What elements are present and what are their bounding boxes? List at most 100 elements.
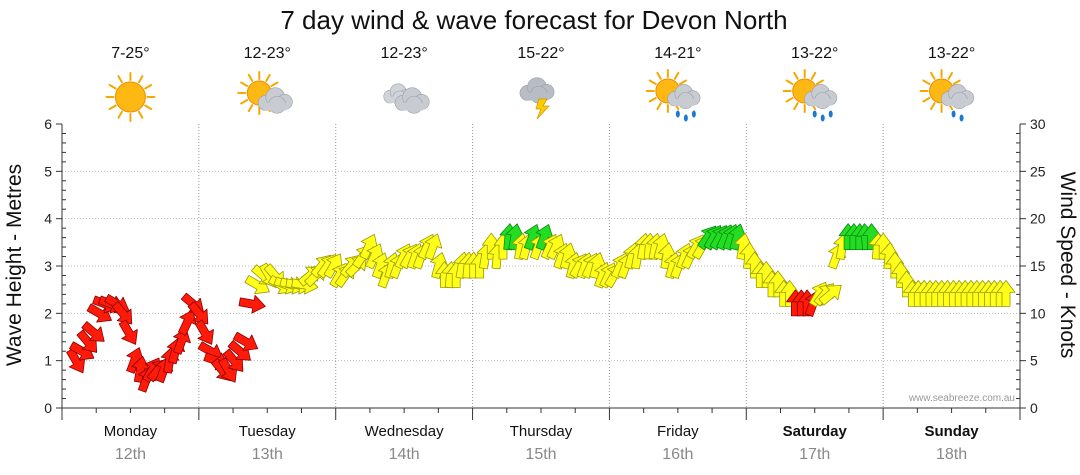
wind-arrow (194, 319, 214, 345)
sunny-icon (105, 72, 156, 122)
day-name: Wednesday (365, 423, 444, 440)
chart-title: 7 day wind & wave forecast for Devon Nor… (280, 5, 787, 35)
right-tick-label: 20 (1030, 211, 1046, 227)
left-tick-label: 3 (44, 258, 52, 274)
wind-arrow (126, 347, 145, 374)
rain-drop (959, 114, 964, 122)
day-temperature: 13-22° (928, 45, 975, 62)
wind-arrow-shape (365, 243, 384, 270)
wind-arrow (996, 279, 1016, 307)
sun-ray (137, 110, 144, 119)
wind-arrow (178, 309, 197, 336)
wind-arrow-shape (546, 234, 566, 261)
sun-ray (144, 104, 153, 110)
left-tick-label: 2 (44, 305, 52, 321)
day-temperature: 13-22° (791, 45, 838, 62)
rain-drop (951, 110, 956, 118)
cloud-base (944, 98, 971, 106)
sun-ray (108, 104, 117, 110)
right-axis-label: Wind Speed - Knots (1056, 172, 1079, 359)
wind-arrow (430, 252, 449, 280)
cloud-base (671, 98, 697, 106)
sun-ray (648, 79, 657, 85)
light-showers-icon (919, 69, 975, 122)
sun-ray (137, 75, 144, 84)
wind-arrow (359, 234, 378, 261)
left-tick-label: 5 (44, 163, 52, 179)
cloud-base (261, 102, 289, 111)
rain-drop (828, 110, 833, 118)
plot-frame (56, 123, 1026, 420)
sun-ray (117, 75, 123, 84)
rain-drop (820, 114, 825, 122)
sun-ray (952, 79, 961, 85)
left-tick-label: 4 (44, 211, 52, 227)
wind-arrow-shape (238, 294, 266, 314)
day-name: Friday (657, 423, 699, 440)
sun-ray (810, 71, 817, 80)
day-name: Sunday (924, 423, 979, 440)
day-name: Thursday (510, 423, 573, 440)
day-date: 13th (252, 446, 283, 463)
day-date: 16th (662, 446, 693, 463)
showers-icon (782, 69, 838, 122)
sun-ray (678, 79, 688, 85)
sun-ray (785, 97, 794, 103)
sun-ray (930, 71, 936, 80)
wind-arrow (323, 253, 343, 279)
sun-ray (793, 71, 799, 80)
wind-arrow (365, 243, 384, 270)
sun-ray (656, 71, 662, 80)
day-temperature: 14-21° (654, 45, 701, 62)
rain-drop (683, 114, 688, 122)
cloudy-icon (383, 83, 430, 114)
wind-arrow (81, 321, 105, 342)
sun-ray (947, 71, 954, 80)
wind-arrow (238, 294, 266, 314)
sun-ray (656, 102, 662, 111)
wind-arrow-shape (818, 285, 842, 306)
left-axis-label: Wave Height - Metres (3, 164, 26, 366)
showers-icon (645, 69, 701, 122)
rain-drop (675, 110, 680, 118)
sun-ray (240, 81, 249, 87)
sun-ray (648, 97, 657, 103)
left-tick-label: 0 (44, 400, 52, 416)
sun-ray (930, 102, 936, 111)
wind-arrow-shape (232, 331, 259, 351)
right-tick-label: 5 (1030, 353, 1038, 369)
wind-arrows (66, 223, 1016, 393)
sun-ray (922, 97, 931, 103)
wind-arrow-shape (126, 347, 145, 374)
day-date: 15th (525, 446, 556, 463)
sun-ray (247, 104, 254, 113)
day-name: Tuesday (239, 423, 296, 440)
wind-arrow-shape (81, 321, 105, 342)
wind-arrow-shape (323, 253, 343, 279)
day-name: Monday (104, 423, 158, 440)
day-temperature: 12-23° (244, 45, 291, 62)
sun-ray (240, 99, 249, 105)
wind-arrow-shape (359, 234, 378, 261)
sun-ray (815, 79, 824, 85)
sun-disc (114, 81, 146, 113)
sun-ray (922, 79, 931, 85)
wind-arrow-shape (424, 233, 443, 261)
rain-drop (691, 110, 696, 118)
partly-cloudy-icon (237, 71, 293, 115)
sun-ray (144, 84, 153, 90)
cloud-base (808, 98, 834, 106)
wind-arrow-shape (178, 309, 197, 336)
sun-ray (108, 84, 117, 90)
wind-arrow-shape (996, 279, 1016, 307)
lightning-bolt (535, 98, 550, 120)
sun-ray (270, 81, 279, 87)
day-date: 18th (936, 446, 967, 463)
day-temperature: 12-23° (380, 45, 427, 62)
wind-arrow (424, 233, 443, 261)
day-temperature: 7-25° (111, 45, 149, 62)
day-name: Saturday (783, 423, 848, 440)
right-tick-label: 25 (1030, 163, 1046, 179)
wind-arrow (232, 331, 259, 351)
day-headers: 7-25° Monday 12th 12-23° Tuesday 13th 12-23° We… (104, 45, 980, 463)
